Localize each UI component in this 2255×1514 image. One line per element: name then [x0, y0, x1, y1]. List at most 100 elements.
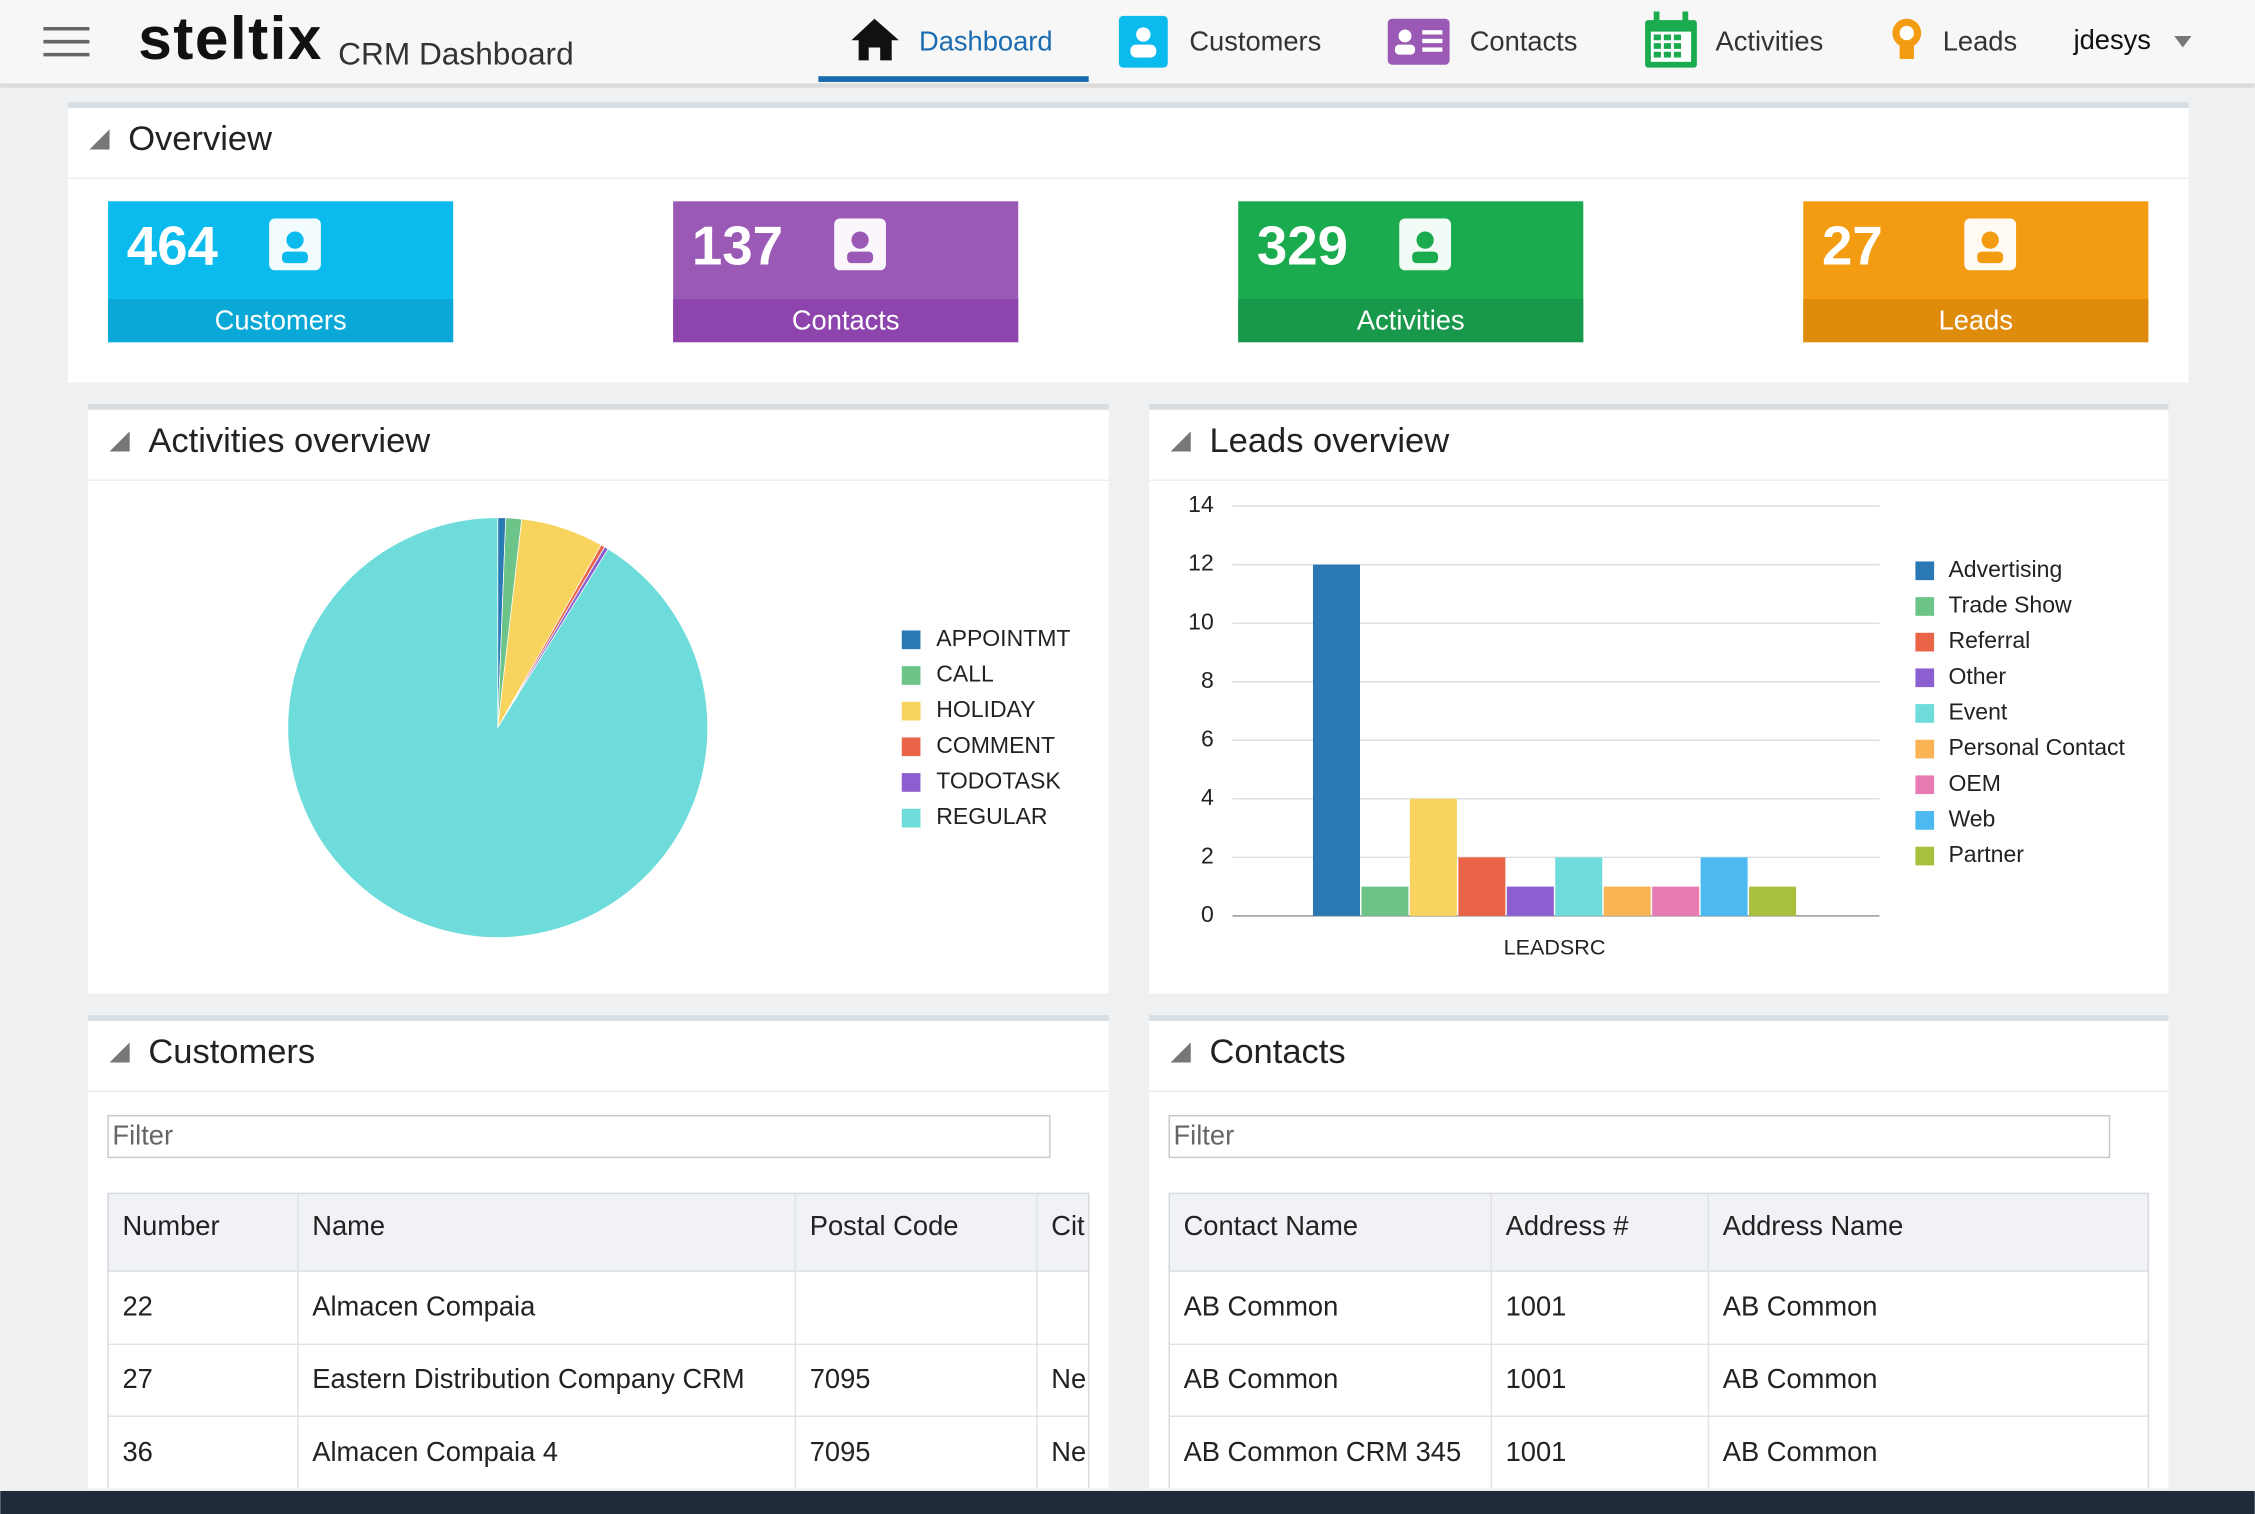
column-header[interactable]: Postal Code	[810, 1210, 959, 1241]
legend-label: TODOTASK	[936, 768, 1061, 794]
bar	[1458, 857, 1505, 916]
legend-swatch	[1915, 740, 1934, 759]
legend-label: Trade Show	[1948, 592, 2072, 618]
legend-label: Web	[1948, 805, 1995, 831]
tile-label: Customers	[215, 304, 347, 335]
table-cell: Ne	[1051, 1436, 1086, 1467]
table-cell: Eastern Distribution Company CRM	[312, 1363, 744, 1394]
table-cell: AB Common	[1723, 1363, 1878, 1394]
column-header[interactable]: Address Name	[1723, 1210, 1904, 1241]
app-title: CRM Dashboard	[338, 35, 574, 71]
legend-swatch	[1915, 668, 1934, 687]
column-header[interactable]: Contact Name	[1184, 1210, 1358, 1241]
nav-item[interactable]: Customers	[1189, 25, 1321, 56]
table-cell: 1001	[1506, 1363, 1567, 1394]
table-cell: AB Common	[1184, 1363, 1339, 1394]
nav-item[interactable]: Contacts	[1470, 25, 1578, 56]
column-header[interactable]: Address #	[1506, 1210, 1630, 1241]
bar	[1555, 857, 1602, 916]
tile-icon-detail	[282, 252, 308, 264]
legend-swatch	[902, 737, 921, 756]
legend-label: Personal Contact	[1948, 734, 2125, 760]
legend-label: Advertising	[1948, 556, 2062, 582]
customers-icon	[1119, 16, 1168, 68]
nav-item[interactable]: Activities	[1716, 25, 1824, 56]
tile-label: Leads	[1939, 304, 2013, 335]
tile-icon-detail	[286, 231, 303, 248]
column-header[interactable]: Cit	[1051, 1210, 1085, 1241]
tile-label: Activities	[1357, 304, 1465, 335]
panel-top-border	[88, 1015, 1109, 1021]
filter-placeholder: Filter	[112, 1120, 173, 1151]
tile-value: 137	[692, 216, 783, 277]
legend-swatch	[1915, 704, 1934, 723]
nav-item[interactable]: Dashboard	[919, 25, 1053, 56]
filter-input[interactable]	[1169, 1116, 2109, 1158]
panel-title: Activities overview	[148, 422, 430, 460]
bar	[1749, 887, 1796, 916]
bar	[1313, 565, 1360, 916]
table-cell: 1001	[1506, 1436, 1567, 1467]
panel-top-border	[1149, 404, 2168, 410]
legend-swatch	[1915, 811, 1934, 830]
y-tick-label: 10	[1188, 608, 1214, 634]
legend-label: Event	[1948, 699, 2007, 725]
tile-label: Contacts	[792, 304, 900, 335]
bar	[1361, 887, 1408, 916]
legend-swatch	[1915, 597, 1934, 616]
pie-slice	[288, 518, 708, 938]
user-menu[interactable]: jdesys	[2073, 24, 2151, 55]
bar	[1652, 887, 1699, 916]
table-cell: 27	[122, 1363, 152, 1394]
x-tick-label: LEADSRC	[1504, 935, 1606, 960]
legend-swatch	[902, 773, 921, 792]
legend-label: REGULAR	[936, 803, 1047, 829]
table-cell: 7095	[810, 1363, 871, 1394]
legend-swatch	[902, 666, 921, 685]
table-cell: AB Common	[1723, 1436, 1878, 1467]
legend-label: CALL	[936, 661, 994, 687]
panel-top-border	[88, 404, 1109, 410]
legend-label: OEM	[1948, 770, 2000, 796]
panel-top-border	[1149, 1015, 2168, 1021]
bar	[1701, 857, 1748, 916]
table-cell: 22	[122, 1291, 152, 1322]
table-cell: AB Common	[1723, 1291, 1878, 1322]
table-cell: Ne	[1051, 1363, 1086, 1394]
contacts-icon	[1388, 19, 1450, 65]
tile-icon-detail	[851, 231, 868, 248]
legend-swatch	[1915, 847, 1934, 866]
panel-title: Contacts	[1209, 1033, 1345, 1071]
active-tab-underline	[818, 76, 1088, 82]
table-cell: 36	[122, 1436, 152, 1467]
y-tick-label: 8	[1201, 667, 1214, 693]
legend-label: Other	[1948, 663, 2006, 689]
tile-value: 464	[127, 216, 219, 277]
y-tick-label: 4	[1201, 784, 1214, 810]
legend-label: APPOINTMT	[936, 625, 1070, 651]
table-cell: AB Common	[1184, 1291, 1339, 1322]
y-tick-label: 6	[1201, 725, 1214, 751]
tile-icon-detail	[1982, 231, 1999, 248]
tile-value: 329	[1257, 216, 1348, 277]
table-cell: AB Common CRM 345	[1184, 1436, 1462, 1467]
legend-label: COMMENT	[936, 732, 1055, 758]
panel-title: Overview	[128, 120, 272, 158]
nav-item[interactable]: Leads	[1943, 25, 2017, 56]
tile-value: 27	[1822, 216, 1883, 277]
filter-input[interactable]	[108, 1116, 1050, 1158]
panel-title: Leads overview	[1209, 422, 1449, 460]
panel-title: Customers	[148, 1033, 315, 1071]
tile-icon-detail	[1416, 231, 1433, 248]
column-header[interactable]: Name	[312, 1210, 385, 1241]
panel-top-border	[68, 102, 2189, 108]
logo: steltix	[138, 4, 323, 72]
table-cell: Almacen Compaia	[312, 1291, 536, 1322]
legend-swatch	[902, 809, 921, 828]
column-header[interactable]: Number	[122, 1210, 219, 1241]
table-cell: 1001	[1506, 1291, 1567, 1322]
legend-label: Partner	[1948, 841, 2024, 867]
bar	[1604, 887, 1651, 916]
